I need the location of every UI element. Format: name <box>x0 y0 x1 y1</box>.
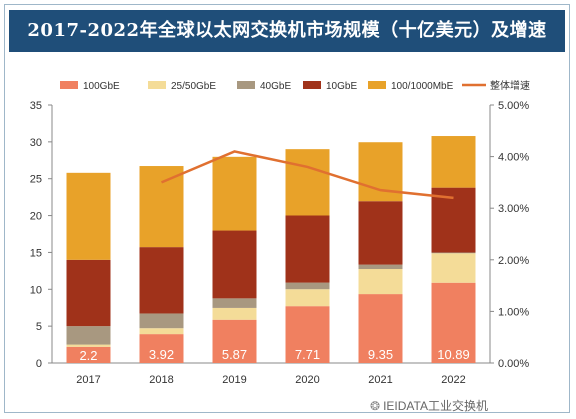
bar-segment <box>431 253 476 283</box>
x-tick-label: 2022 <box>441 374 465 386</box>
x-tick-label: 2019 <box>222 374 246 386</box>
data-label: 7.71 <box>295 347 320 362</box>
legend-swatch <box>148 81 166 89</box>
bar-segment <box>139 247 184 314</box>
legend: 100GbE 25/50GbE 40GbE 10GbE 100/1000MbE 整体增速 <box>60 79 530 92</box>
y-tick-label: 10 <box>30 284 42 296</box>
data-label: 3.92 <box>149 347 174 362</box>
legend-label: 100GbE <box>83 81 120 92</box>
bar-segment <box>139 166 184 248</box>
bar-segment <box>139 328 184 335</box>
chart-title: 2017-2022年全球以太网交换机市场规模（十亿美元）及增速 <box>9 10 565 52</box>
bar-segment <box>66 346 111 363</box>
bar-segment <box>66 172 111 260</box>
x-tick-label: 2021 <box>368 374 392 386</box>
bar-segment <box>66 326 111 345</box>
x-tick-label: 2018 <box>149 374 173 386</box>
bar-segment <box>66 259 111 327</box>
y-tick-label: 0 <box>36 358 42 370</box>
x-tick-label: 2020 <box>295 374 319 386</box>
legend-swatch <box>60 81 78 89</box>
bar-segment <box>431 252 476 254</box>
bar-segment <box>212 156 257 231</box>
bar-segment <box>212 230 257 299</box>
legend-label: 100/1000MbE <box>391 81 454 92</box>
y-tick-label: 35 <box>30 100 42 112</box>
data-label: 10.89 <box>437 347 470 362</box>
data-label: 2.2 <box>79 348 97 363</box>
bar-segment <box>358 269 403 295</box>
bar-segment <box>212 307 257 320</box>
wechat-icon: ❂ <box>370 399 381 413</box>
y2-tick-label: 5.00% <box>498 100 529 112</box>
y-tick-label: 25 <box>30 174 42 186</box>
y-tick-label: 5 <box>36 321 42 333</box>
legend-swatch <box>303 81 321 89</box>
watermark: ❂ IEIDATA工业交换机 <box>370 397 570 414</box>
bar-segment <box>139 313 184 329</box>
watermark-text: IEIDATA工业交换机 <box>383 399 488 413</box>
y2-tick-label: 0.00% <box>498 358 529 370</box>
y2-tick-label: 2.00% <box>498 255 529 267</box>
bar-segment <box>285 282 330 290</box>
legend-label: 40GbE <box>260 81 291 92</box>
bar-segment <box>431 136 476 188</box>
bar-segment <box>431 282 476 363</box>
bar-segment <box>285 149 330 216</box>
growth-line <box>161 150 454 200</box>
bar-segment <box>285 215 330 283</box>
legend-swatch <box>237 81 255 89</box>
bar-segment <box>285 306 330 363</box>
data-label: 5.87 <box>222 347 247 362</box>
bar-segment <box>285 289 330 307</box>
y-tick-label: 20 <box>30 211 42 223</box>
bar-segment <box>358 201 403 265</box>
bars <box>66 136 476 363</box>
legend-label: 25/50GbE <box>171 81 216 92</box>
legend-swatch <box>368 81 386 89</box>
bar-segment <box>212 298 257 308</box>
legend-label: 整体增速 <box>490 79 530 92</box>
bar-segment <box>139 334 184 363</box>
y2-tick-label: 1.00% <box>498 306 529 318</box>
y2-tick-label: 4.00% <box>498 152 529 164</box>
bar-segment <box>358 294 403 363</box>
data-label: 9.35 <box>368 347 393 362</box>
bar-segment <box>431 187 476 253</box>
axes: 0 5 10 15 20 25 30 35 0.00% 1.00% 2.00% 3.00% 4.00% 5… <box>30 100 530 386</box>
y-tick-label: 30 <box>30 137 42 149</box>
y2-tick-label: 3.00% <box>498 203 529 215</box>
legend-label: 10GbE <box>326 81 357 92</box>
x-tick-label: 2017 <box>76 374 100 386</box>
growth-line-path <box>161 150 454 200</box>
bar-segment <box>358 264 403 270</box>
y-tick-label: 15 <box>30 247 42 259</box>
bar-segment <box>66 344 111 347</box>
bar-segment <box>212 319 257 363</box>
data-labels: 2.2 3.92 5.87 7.71 9.35 10.89 <box>79 347 469 363</box>
